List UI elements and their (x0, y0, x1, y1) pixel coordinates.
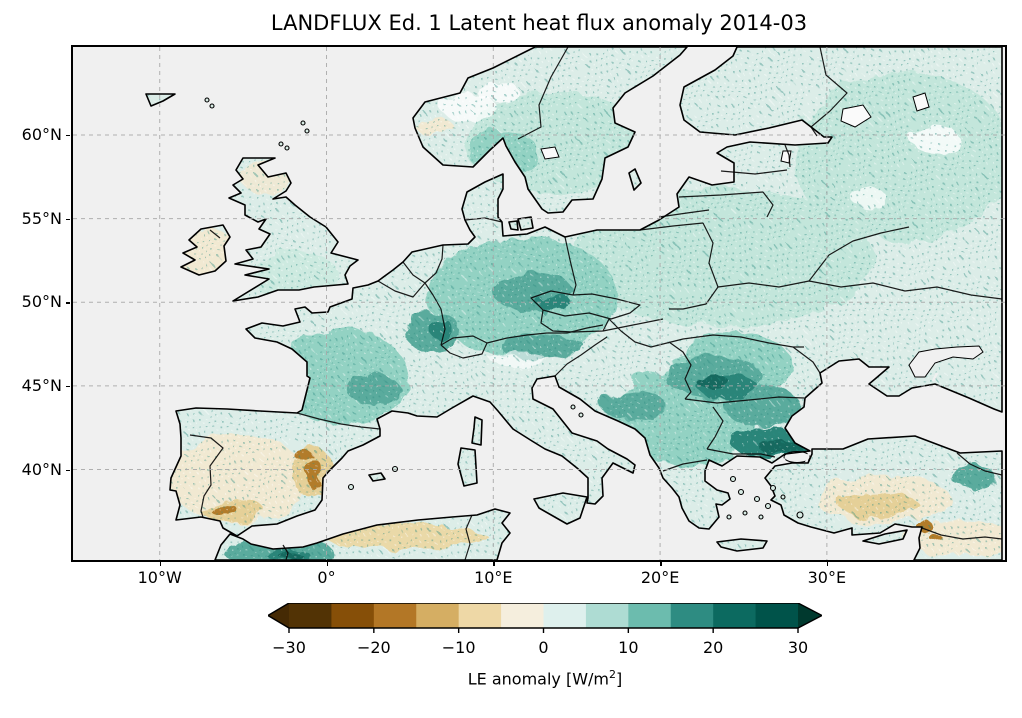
y-tick-mark (66, 218, 70, 221)
y-tick-label: 40°N (21, 459, 62, 479)
x-tick-mark (660, 562, 662, 566)
colorbar-tick-label: 0 (538, 638, 549, 657)
colorbar-segment (458, 603, 502, 628)
y-tick-mark (66, 134, 70, 137)
colorbar-segment (585, 603, 629, 628)
y-tick-label: 45°N (21, 375, 62, 395)
x-tick-mark (159, 562, 162, 566)
colorbar-tick-label: 30 (787, 638, 809, 657)
colorbar-segment (331, 603, 375, 628)
map-plot-area (71, 45, 1007, 562)
colorbar-segment (755, 603, 799, 628)
x-tick-mark (826, 562, 829, 566)
colorbar-segment (628, 603, 672, 628)
colorbar-tick-label: 10 (618, 638, 639, 657)
colorbar-segment (416, 603, 460, 628)
country-borders (189, 47, 1003, 560)
colorbar (266, 602, 824, 635)
y-tick-mark (66, 302, 70, 304)
y-tick-label: 55°N (21, 208, 62, 228)
x-tick-mark (326, 562, 328, 566)
y-tick-label: 60°N (21, 124, 62, 144)
x-tick-label: 30°E (807, 568, 847, 587)
x-tick-mark (493, 562, 495, 566)
graticule (73, 47, 1005, 560)
colorbar-over-arrow (798, 603, 822, 628)
colorbar-label: LE anomaly [W/m2] (467, 668, 623, 689)
colorbar-tick-label: −20 (356, 638, 391, 657)
colorbar-segment (670, 603, 714, 628)
lakes-and-inland-seas (540, 92, 984, 463)
colorbar-tick-label: 20 (702, 638, 724, 657)
y-tick-mark (66, 469, 70, 471)
y-tick-mark (66, 385, 70, 388)
colorbar-segment (543, 603, 587, 628)
x-tick-label: 10°E (474, 568, 513, 587)
small-islands (204, 97, 804, 520)
colorbar-segment (289, 603, 332, 628)
colorbar-canvas (266, 602, 824, 633)
figure-title: LANDFLUX Ed. 1 Latent heat flux anomaly … (270, 11, 808, 35)
colorbar-segment (373, 603, 417, 628)
colorbar-tick-label: −10 (441, 638, 476, 657)
x-tick-label: 0° (317, 568, 336, 587)
x-tick-label: 20°E (640, 568, 680, 587)
colorbar-segment (713, 603, 757, 628)
anomaly-patches (146, 47, 1002, 560)
europe-map-canvas (73, 47, 1005, 560)
colorbar-under-arrow (268, 603, 289, 628)
colorbar-segment (501, 603, 544, 628)
colorbar-tick-label: −30 (272, 638, 306, 657)
y-tick-label: 50°N (21, 292, 62, 312)
x-tick-label: 10°W (137, 568, 182, 587)
